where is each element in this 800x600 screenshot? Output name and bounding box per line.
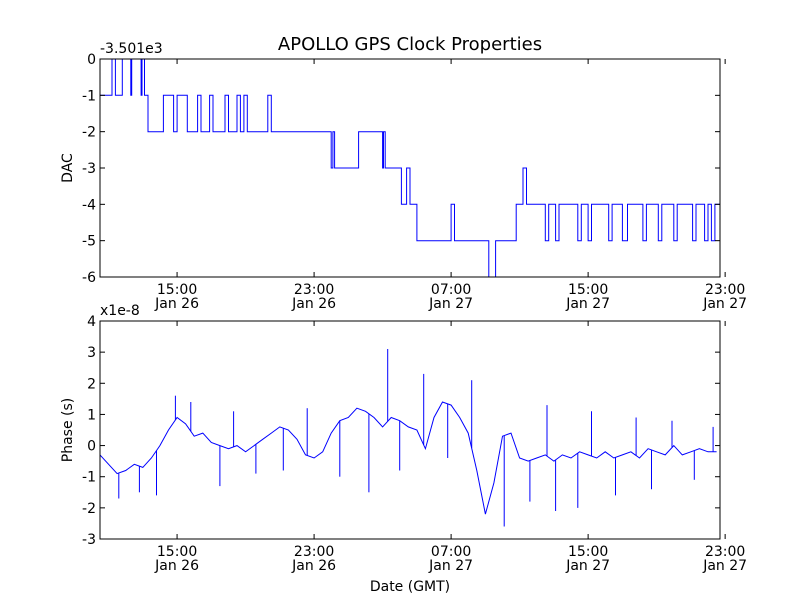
y-tick-label: 0 bbox=[87, 52, 96, 68]
x-tick-time-label: 15:00 bbox=[157, 282, 197, 298]
dac-plot-frame bbox=[99, 58, 721, 278]
y-tick-label: 2 bbox=[87, 376, 96, 392]
phase-y-axis-label: Phase (s) bbox=[60, 398, 76, 462]
y-tick-label: -3 bbox=[82, 161, 96, 177]
x-axis-label: Date (GMT) bbox=[370, 579, 450, 595]
dac-y-axis-label: DAC bbox=[60, 153, 76, 183]
x-tick-time-label: 07:00 bbox=[431, 282, 471, 298]
y-tick-label: 1 bbox=[87, 407, 96, 423]
chart-title: APOLLO GPS Clock Properties bbox=[278, 34, 542, 55]
x-tick-time-label: 23:00 bbox=[294, 282, 334, 298]
y-tick-label: -6 bbox=[82, 270, 96, 286]
y-tick-label: -4 bbox=[82, 197, 96, 213]
x-tick-date-label: Jan 27 bbox=[428, 558, 473, 574]
y-tick-label: -1 bbox=[82, 88, 96, 104]
x-tick-time-label: 15:00 bbox=[157, 544, 197, 560]
y-tick-label: -5 bbox=[82, 234, 96, 250]
x-tick-time-label: 07:00 bbox=[431, 544, 471, 560]
dac-offset-label: -3.501e3 bbox=[100, 41, 163, 57]
x-tick-time-label: 15:00 bbox=[568, 544, 608, 560]
dac-line bbox=[100, 58, 720, 278]
x-tick-date-label: Jan 26 bbox=[154, 296, 199, 312]
x-tick-date-label: Jan 27 bbox=[565, 558, 610, 574]
x-tick-time-label: 23:00 bbox=[294, 544, 334, 560]
x-tick-date-label: Jan 26 bbox=[154, 558, 199, 574]
x-tick-date-label: Jan 26 bbox=[291, 558, 336, 574]
x-tick-time-label: 15:00 bbox=[568, 282, 608, 298]
phase-offset-label: x1e-8 bbox=[100, 303, 140, 319]
y-tick-label: 4 bbox=[87, 314, 96, 330]
x-tick-date-label: Jan 27 bbox=[565, 296, 610, 312]
x-tick-date-label: Jan 27 bbox=[428, 296, 473, 312]
y-tick-label: 3 bbox=[87, 345, 96, 361]
x-tick-date-label: Jan 26 bbox=[291, 296, 336, 312]
x-tick-time-label: 23:00 bbox=[705, 544, 745, 560]
x-tick-time-label: 23:00 bbox=[705, 282, 745, 298]
x-tick-date-label: Jan 27 bbox=[702, 296, 747, 312]
phase-series bbox=[99, 349, 717, 527]
x-tick-date-label: Jan 27 bbox=[702, 558, 747, 574]
y-tick-label: 0 bbox=[87, 439, 96, 455]
y-tick-label: -2 bbox=[82, 501, 96, 517]
y-tick-label: -2 bbox=[82, 125, 96, 141]
y-tick-label: -3 bbox=[82, 532, 96, 548]
y-tick-label: -1 bbox=[82, 470, 96, 486]
dac-series bbox=[100, 58, 720, 278]
phase-plot-frame bbox=[99, 320, 721, 540]
phase-line bbox=[99, 401, 717, 515]
